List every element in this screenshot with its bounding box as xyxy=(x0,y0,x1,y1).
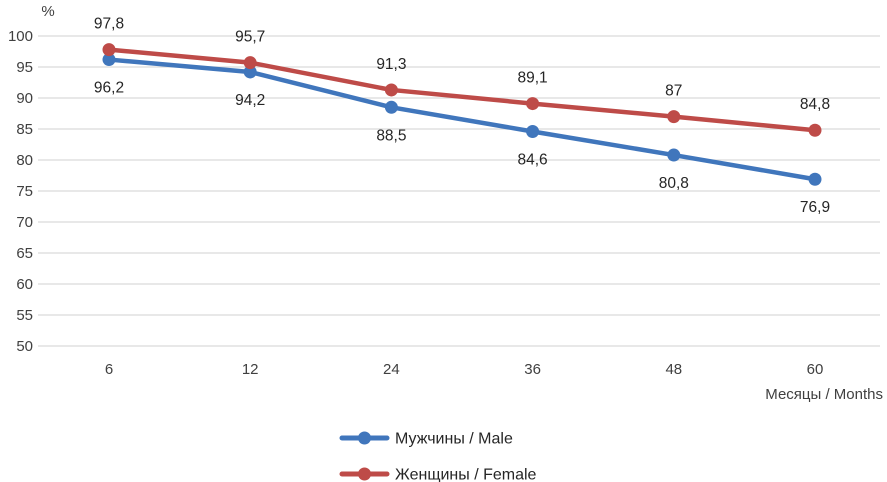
legend-marker-dot-male xyxy=(358,431,371,445)
data-point-male-24 xyxy=(384,100,398,114)
data-label-male-36: 84,6 xyxy=(518,151,548,168)
x-tick-label-24: 24 xyxy=(383,361,400,378)
data-point-female-60 xyxy=(808,123,822,137)
legend-marker-dot-female xyxy=(358,467,371,481)
data-label-male-6: 96,2 xyxy=(94,80,124,97)
x-tick-label-48: 48 xyxy=(665,361,682,378)
legend-item-female: Женщины / Female xyxy=(339,467,537,482)
y-tick-label-95: 95 xyxy=(16,59,33,76)
data-point-female-48 xyxy=(667,110,681,124)
data-point-male-6 xyxy=(102,53,116,67)
data-point-female-24 xyxy=(384,83,398,97)
x-tick-label-60: 60 xyxy=(807,361,824,378)
y-tick-label-60: 60 xyxy=(16,276,33,293)
y-tick-label-85: 85 xyxy=(16,121,33,138)
data-point-female-36 xyxy=(526,97,540,111)
y-tick-label-80: 80 xyxy=(16,152,33,169)
data-point-male-36 xyxy=(526,124,540,138)
data-label-female-60: 84,8 xyxy=(800,96,830,113)
x-tick-label-6: 6 xyxy=(105,361,113,378)
y-tick-label-70: 70 xyxy=(16,214,33,231)
x-tick-label-12: 12 xyxy=(242,361,259,378)
series-line-female xyxy=(106,47,818,133)
data-label-male-60: 76,9 xyxy=(800,199,830,216)
legend-label-male: Мужчины / Male xyxy=(395,431,513,448)
series-male: 96,2 94,2 88,5 84,6 80,8 76,9 xyxy=(94,53,830,216)
data-label-female-6: 97,8 xyxy=(94,16,124,33)
y-tick-label-90: 90 xyxy=(16,90,33,107)
data-point-female-12 xyxy=(243,56,257,70)
y-axis-unit-label: % xyxy=(41,3,54,20)
data-label-male-24: 88,5 xyxy=(376,127,406,144)
y-tick-label-50: 50 xyxy=(16,338,33,355)
x-axis-title: Месяцы / Months xyxy=(765,386,883,403)
data-label-male-48: 80,8 xyxy=(659,175,689,192)
data-label-female-48: 87 xyxy=(665,83,682,100)
data-label-female-12: 95,7 xyxy=(235,29,265,46)
series-line-male xyxy=(106,57,818,182)
data-point-male-12 xyxy=(243,65,257,79)
x-tick-label-36: 36 xyxy=(524,361,541,378)
data-point-female-6 xyxy=(102,43,116,57)
series-female: 97,8 95,7 91,3 89,1 87 84,8 xyxy=(94,16,830,137)
y-tick-label-65: 65 xyxy=(16,245,33,262)
legend-item-male: Мужчины / Male xyxy=(339,431,513,448)
y-tick-label-75: 75 xyxy=(16,183,33,200)
legend: Мужчины / Male Женщины / Female xyxy=(339,431,537,482)
data-point-male-60 xyxy=(808,172,822,186)
y-tick-label-55: 55 xyxy=(16,307,33,324)
data-label-female-24: 91,3 xyxy=(376,56,406,73)
data-point-male-48 xyxy=(667,148,681,162)
legend-label-female: Женщины / Female xyxy=(395,467,537,482)
data-label-male-12: 94,2 xyxy=(235,92,265,109)
data-label-female-36: 89,1 xyxy=(518,70,548,87)
y-tick-label-100: 100 xyxy=(8,28,33,45)
